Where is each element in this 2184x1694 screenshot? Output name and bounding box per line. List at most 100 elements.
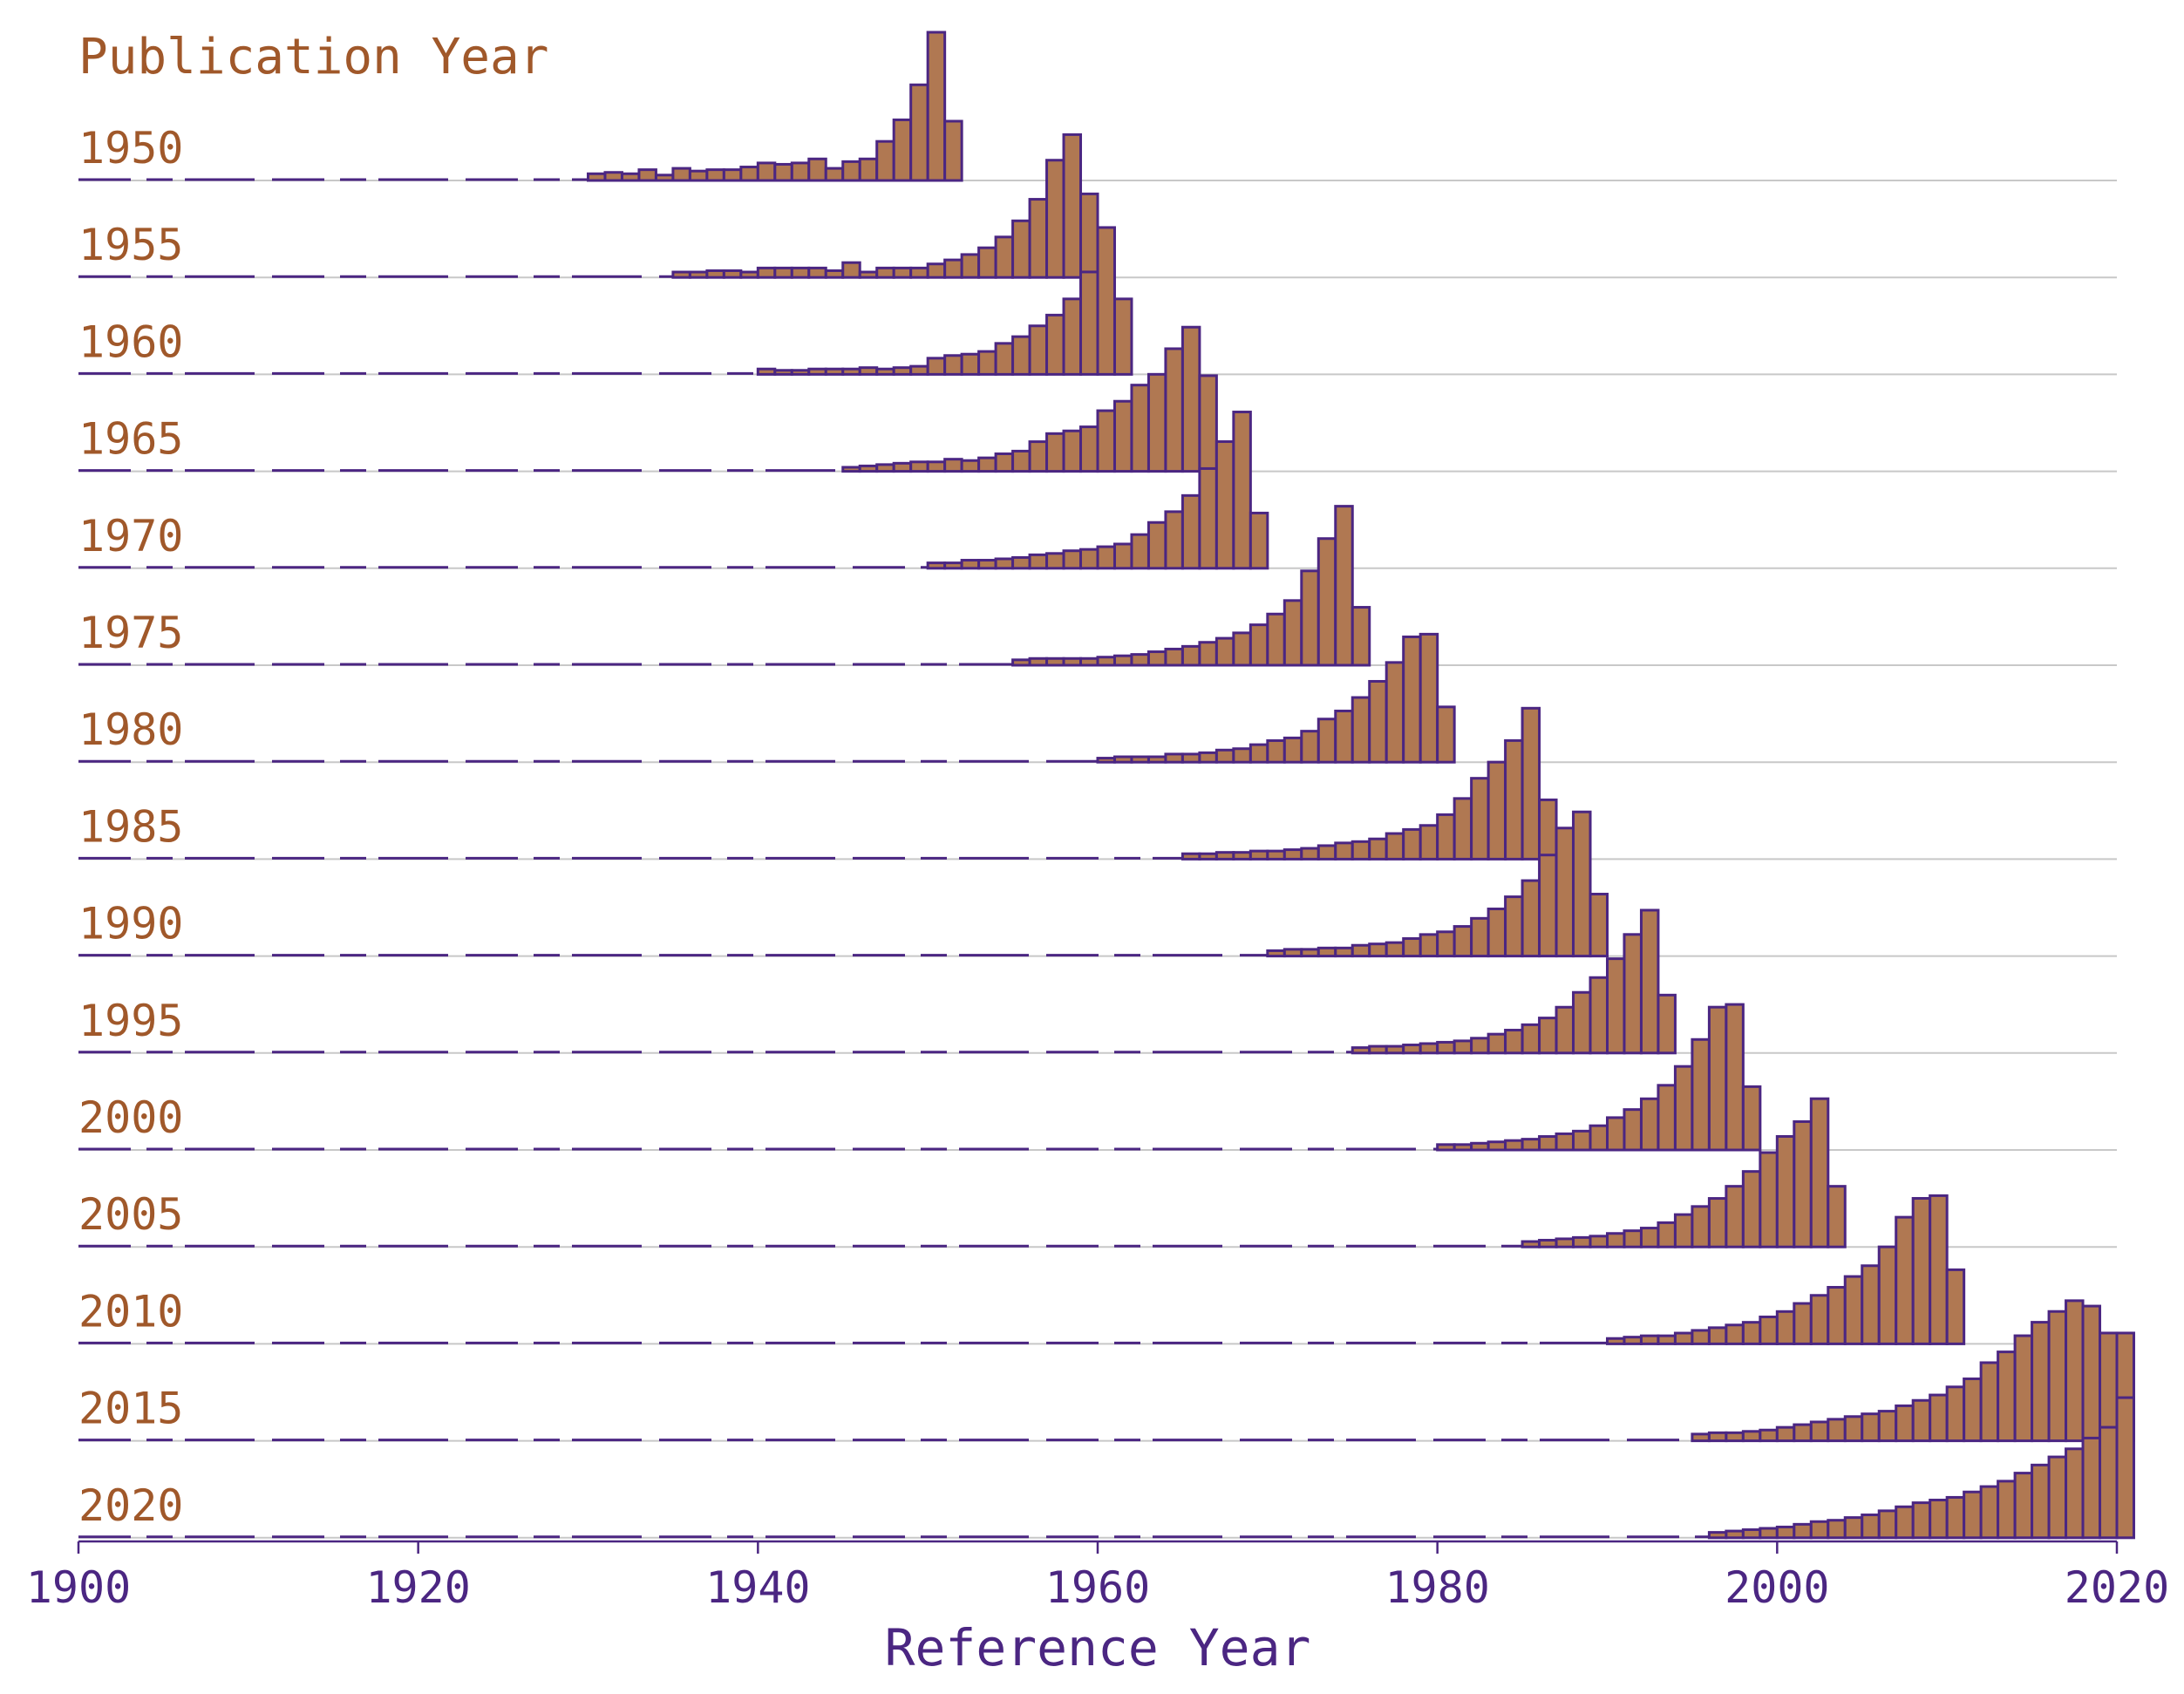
row-label-1950: 1950	[78, 123, 183, 173]
bar-2010-2001	[1793, 1302, 1813, 1345]
bar-1970-1956	[1028, 553, 1049, 570]
bar-2020-2018	[2081, 1436, 2102, 1540]
bar-2010-1994	[1673, 1331, 1694, 1345]
bar-1975-1975	[1351, 606, 1371, 667]
bar-1955-1942	[790, 266, 811, 279]
bar-1985-1978	[1402, 827, 1422, 861]
row-label-1960: 1960	[78, 316, 183, 367]
x-tick-label-2020: 2020	[2065, 1562, 2169, 1613]
bar-1995-1981	[1453, 1039, 1473, 1055]
bar-2005-1990	[1606, 1232, 1626, 1248]
bar-1960-1952	[960, 352, 981, 376]
bar-1950-1940	[756, 161, 777, 182]
bar-1995-1987	[1555, 1005, 1575, 1055]
x-tick-label-2000: 2000	[1725, 1562, 1829, 1613]
bar-2020-2003	[1827, 1519, 1847, 1540]
bar-2000-1981	[1453, 1143, 1473, 1152]
bar-1970-1953	[977, 559, 997, 570]
bar-1995-1988	[1572, 990, 1592, 1055]
bar-1965-1951	[943, 458, 963, 473]
bar-1970-1969	[1248, 511, 1269, 570]
bar-1955-1951	[943, 258, 963, 279]
bar-2000-1987	[1555, 1132, 1575, 1152]
x-tick-label-1940: 1940	[705, 1562, 810, 1613]
bar-1990-1974	[1334, 946, 1354, 958]
bar-1960-1955	[1011, 335, 1031, 376]
bar-1980-1967	[1214, 748, 1235, 764]
bar-2005-1986	[1538, 1238, 1558, 1248]
bar-1990-1979	[1419, 933, 1439, 958]
row-label-1970: 1970	[78, 511, 183, 561]
bar-1975-1970	[1266, 612, 1286, 667]
bar-2020-1997	[1725, 1529, 1745, 1540]
bar-2010-2002	[1809, 1294, 1830, 1345]
bar-2015-2014	[2013, 1334, 2034, 1443]
publication-year-labels: 1950 1955 1960 1965 1970 1975 1980 1985 1990 1995…	[78, 123, 183, 1531]
bar-1990-1975	[1351, 943, 1371, 958]
bar-1985-1966	[1198, 852, 1218, 861]
bar-1990-1972	[1300, 948, 1320, 958]
bar-1960-1957	[1045, 313, 1065, 376]
bar-2000-1983	[1487, 1140, 1507, 1152]
bar-1960-1942	[790, 369, 811, 376]
bar-1955-1956	[1028, 198, 1049, 279]
bar-1965-1948	[892, 461, 913, 473]
bar-1990-1976	[1368, 942, 1388, 958]
bar-1955-1938	[722, 269, 743, 279]
bar-1975-1959	[1079, 657, 1099, 667]
bar-1965-1956	[1028, 440, 1049, 473]
bar-2005-1998	[1741, 1170, 1762, 1248]
bar-1960-1941	[773, 369, 793, 376]
bar-2015-2016	[2047, 1310, 2068, 1443]
bar-1950-1931	[603, 171, 623, 182]
bar-1960-1951	[943, 354, 963, 376]
bar-2015-2002	[1809, 1420, 1830, 1443]
bar-1960-1947	[875, 367, 895, 376]
bar-2020-2010	[1945, 1495, 1966, 1540]
bar-1980-1977	[1385, 661, 1405, 764]
row-label-2020: 2020	[78, 1480, 183, 1531]
bar-2000-1988	[1572, 1129, 1592, 1152]
bar-2010-1995	[1691, 1329, 1711, 1345]
bar-2020-2000	[1775, 1525, 1796, 1540]
bar-1985-1968	[1232, 851, 1252, 861]
bar-1975-1960	[1096, 656, 1116, 667]
bar-2020-1996	[1707, 1531, 1728, 1540]
bar-1980-1976	[1368, 679, 1388, 764]
bar-2020-2008	[1911, 1501, 1932, 1540]
bar-1975-1956	[1028, 657, 1049, 667]
bar-1965-1966	[1198, 374, 1218, 473]
bar-2015-2003	[1827, 1418, 1847, 1443]
bar-1960-1960	[1096, 226, 1116, 376]
bar-1965-1961	[1112, 399, 1133, 473]
bar-1980-1963	[1146, 755, 1167, 764]
bar-1985-1970	[1266, 849, 1286, 861]
bar-1975-1957	[1045, 657, 1065, 667]
bar-2000-1992	[1639, 1097, 1660, 1152]
bar-1990-1989	[1589, 893, 1609, 958]
bar-1955-1954	[994, 235, 1015, 279]
bar-2005-1992	[1639, 1227, 1660, 1248]
bar-2015-2018	[2081, 1304, 2102, 1443]
bar-2010-2004	[1843, 1275, 1864, 1345]
bar-1950-1933	[637, 168, 657, 182]
bar-1975-1964	[1164, 647, 1184, 667]
bar-1990-1988	[1572, 810, 1592, 958]
bar-1980-1969	[1248, 743, 1269, 764]
bar-2010-2003	[1827, 1285, 1847, 1345]
bar-1980-1975	[1351, 696, 1371, 764]
bar-1970-1950	[926, 561, 947, 570]
bar-1995-1983	[1487, 1032, 1507, 1055]
bar-1980-1965	[1180, 752, 1201, 764]
bar-1980-1974	[1334, 709, 1354, 764]
bar-1960-1958	[1062, 297, 1083, 376]
bar-2010-1999	[1759, 1315, 1779, 1345]
bar-1970-1958	[1062, 549, 1083, 570]
bar-2015-2008	[1911, 1398, 1932, 1443]
bar-1960-1943	[807, 367, 827, 376]
bar-1950-1950	[926, 31, 947, 182]
bar-1995-1991	[1623, 933, 1643, 1055]
histogram-bars	[78, 31, 2135, 1540]
bar-2000-1990	[1606, 1116, 1626, 1152]
bar-2010-2005	[1861, 1264, 1881, 1345]
